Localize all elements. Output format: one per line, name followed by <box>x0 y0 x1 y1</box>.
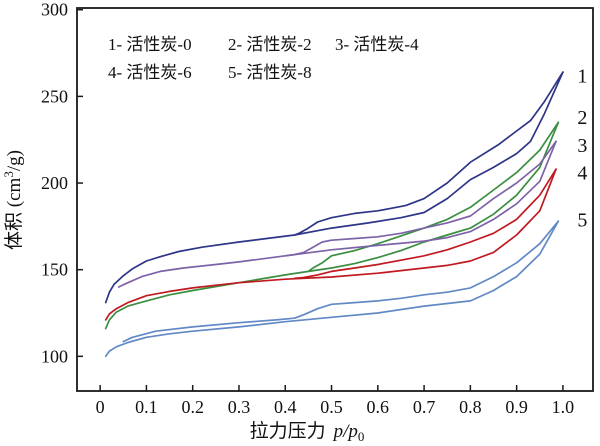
y-tick-label: 150 <box>41 260 68 280</box>
legend-item-4: 4- 活性炭-6 <box>108 63 192 82</box>
y-tick-label: 200 <box>41 173 68 193</box>
series-1-活性炭-0 <box>104 71 564 304</box>
x-tick-label: 0.1 <box>135 397 158 417</box>
curve-number-3: 3 <box>577 135 587 157</box>
plot-frame <box>76 7 594 392</box>
x-tick-label: 0.8 <box>459 397 482 417</box>
plot-border <box>76 7 594 392</box>
desorption-branch <box>307 121 560 273</box>
series-2-活性炭-2 <box>104 121 560 330</box>
x-tick-label: 1.0 <box>552 397 575 417</box>
x-tick-label: 0.4 <box>274 397 297 417</box>
legend: 1- 活性炭-0 2- 活性炭-2 3- 活性炭-4 4- 活性炭-6 5- 活性炭-8 <box>108 35 419 82</box>
desorption-branch <box>293 71 564 236</box>
y-tick-label: 250 <box>41 86 68 106</box>
isotherm-curves <box>104 71 564 358</box>
x-tick-label: 0.2 <box>181 397 204 417</box>
axis-labels: 拉力压力 p/p0 体积 (cm3/g) <box>1 150 364 444</box>
y-tick-label: 300 <box>41 0 68 20</box>
x-axis-title: 拉力压力 p/p0 <box>250 420 365 444</box>
curve-number-4: 4 <box>577 163 587 185</box>
series-5-活性炭-8 <box>104 220 560 358</box>
legend-item-2: 2- 活性炭-2 <box>228 35 312 54</box>
legend-item-1: 1- 活性炭-0 <box>108 35 192 54</box>
x-tick-label: 0.6 <box>367 397 390 417</box>
series-3-活性炭-4 <box>117 140 557 288</box>
adsorption-branch <box>117 140 557 288</box>
curve-number-5: 5 <box>577 209 587 231</box>
x-tick-label: 0.5 <box>320 397 343 417</box>
x-tick-label: 0 <box>96 397 105 417</box>
legend-item-5: 5- 活性炭-8 <box>228 63 312 82</box>
axis-ticks: 0 0.1 0.2 0.3 0.4 0.5 0.6 0.7 0.8 0.9 1.0 100 150 200… <box>41 0 574 417</box>
desorption-branch <box>122 220 560 343</box>
desorption-branch <box>284 140 557 257</box>
legend-item-3: 3- 活性炭-4 <box>335 35 419 54</box>
series-4-活性炭-6 <box>104 168 557 321</box>
y-tick-label: 100 <box>41 346 68 366</box>
y-axis-title: 体积 (cm3/g) <box>1 150 25 250</box>
adsorption-branch <box>104 121 560 330</box>
desorption-branch <box>293 168 557 280</box>
adsorption-branch <box>104 168 557 321</box>
x-tick-label: 0.9 <box>505 397 528 417</box>
x-tick-label: 0.3 <box>228 397 251 417</box>
curve-end-labels: 1 2 3 4 5 <box>577 66 587 232</box>
curve-number-1: 1 <box>577 66 587 88</box>
adsorption-branch <box>104 220 560 358</box>
curve-number-2: 2 <box>577 107 587 129</box>
x-tick-label: 0.7 <box>413 397 436 417</box>
